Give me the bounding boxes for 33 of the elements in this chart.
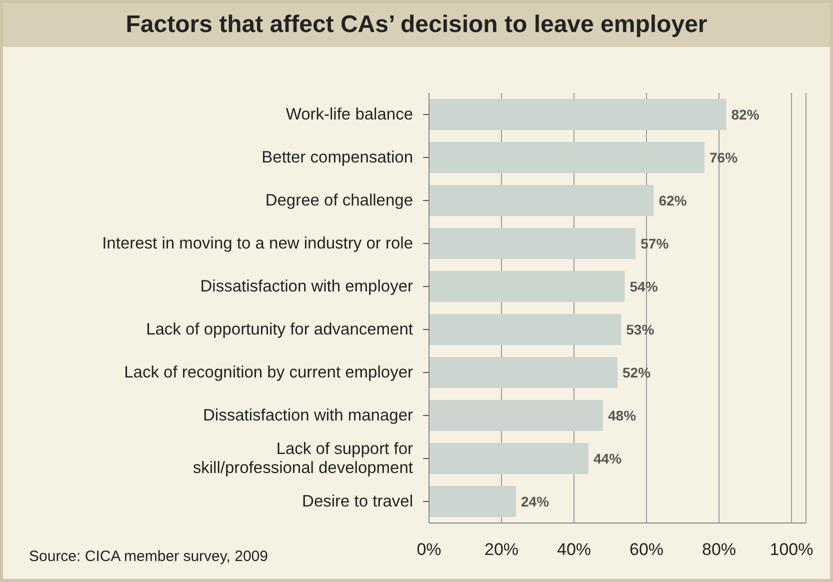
y-tick-label: Degree of challenge xyxy=(265,192,413,210)
y-tick-label: Lack of recognition by current employer xyxy=(124,364,414,382)
data-label: 24% xyxy=(521,493,550,510)
y-tick-label: Dissatisfaction with employer xyxy=(200,278,414,296)
chart-title: Factors that affect CAs’ decision to leave employer xyxy=(3,3,830,47)
y-tick-label: Lack of support for skill/professional development xyxy=(192,440,414,477)
bar xyxy=(429,400,603,432)
y-tick-label: Dissatisfaction with manager xyxy=(202,406,414,424)
bar xyxy=(429,185,654,216)
bar xyxy=(429,142,704,174)
bar xyxy=(429,99,726,130)
x-tick-label: 100% xyxy=(770,540,814,560)
y-tick-label: Better compensation xyxy=(262,148,413,166)
y-tick-label: Desire to travel xyxy=(302,492,413,510)
bar xyxy=(429,357,618,388)
y-tick-label: Work-life balance xyxy=(286,106,413,124)
bar xyxy=(429,228,636,260)
source-note: Source: CICA member survey, 2009 xyxy=(29,548,268,565)
data-label: 44% xyxy=(594,450,622,466)
data-label: 48% xyxy=(608,407,637,424)
bar xyxy=(429,486,516,518)
x-tick-label: 40% xyxy=(556,540,592,560)
data-label: 82% xyxy=(731,106,760,122)
x-tick-label: 0% xyxy=(416,540,442,560)
bar xyxy=(429,271,625,302)
x-tick-label: 20% xyxy=(484,540,519,560)
data-label: 62% xyxy=(658,192,688,208)
x-tick-label: 60% xyxy=(629,540,664,560)
y-tick-label: Lack of opportunity for advancement xyxy=(146,320,414,338)
x-tick-label: 80% xyxy=(702,540,736,560)
bar xyxy=(429,314,622,346)
bar xyxy=(429,443,588,474)
y-tick-label: Interest in moving to a new industry or role xyxy=(102,234,413,252)
